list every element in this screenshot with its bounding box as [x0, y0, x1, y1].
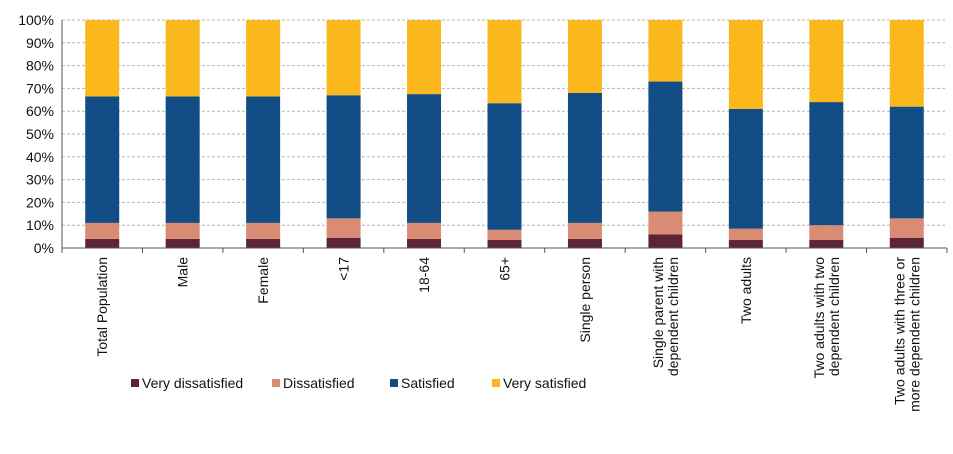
x-tick-label: Two adults [738, 257, 754, 324]
bar-segment-satisfied [487, 103, 522, 230]
y-tick-label: 10% [26, 217, 54, 233]
axes [61, 20, 948, 253]
bar-segment-very-satisfied [809, 20, 844, 103]
bar-segment-dissatisfied [809, 225, 844, 241]
x-tick-label: dependent children [665, 257, 681, 376]
bar-segment-very-satisfied [326, 20, 361, 96]
bar-segment-very-satisfied [246, 20, 281, 97]
bar-segment-very-dissatisfied [728, 240, 763, 248]
bar-segment-dissatisfied [728, 228, 763, 241]
bar-segment-very-satisfied [407, 20, 442, 95]
bars [85, 20, 924, 248]
y-tick-label: 70% [26, 80, 54, 96]
bar-segment-very-satisfied [889, 20, 924, 107]
bar-segment-very-dissatisfied [567, 238, 602, 248]
x-tick-label: Female [255, 257, 271, 304]
x-tick-label: Total Population [94, 257, 110, 357]
bar-segment-dissatisfied [567, 222, 602, 239]
bar-segment-very-satisfied [567, 20, 602, 93]
bar-segment-very-satisfied [165, 20, 200, 97]
bar-segment-satisfied [85, 96, 120, 223]
bar-segment-satisfied [246, 96, 281, 223]
bar-segment-dissatisfied [648, 211, 683, 235]
bar-segment-very-satisfied [487, 20, 522, 104]
x-tick-label: dependent children [826, 257, 842, 376]
x-tick-label: 18-64 [416, 257, 432, 293]
y-tick-label: 20% [26, 194, 54, 210]
legend-swatch [492, 379, 500, 387]
bar-segment-very-satisfied [85, 20, 120, 97]
x-tick-label: <17 [336, 257, 352, 281]
bar-segment-dissatisfied [889, 218, 924, 238]
bar-segment-very-dissatisfied [326, 237, 361, 248]
bar-segment-very-satisfied [728, 20, 763, 109]
y-tick-label: 50% [26, 126, 54, 142]
bar-segment-dissatisfied [407, 222, 442, 239]
legend-swatch [272, 379, 280, 387]
x-tick-label: more dependent children [906, 257, 922, 412]
bar-segment-dissatisfied [165, 222, 200, 239]
bar-segment-satisfied [809, 102, 844, 226]
bar-segment-satisfied [165, 96, 200, 223]
y-tick-label: 40% [26, 149, 54, 165]
y-tick-label: 90% [26, 35, 54, 51]
x-tick-label: Single person [577, 257, 593, 343]
bar-segment-satisfied [648, 81, 683, 212]
bar-segment-dissatisfied [326, 218, 361, 238]
bar-segment-satisfied [889, 106, 924, 219]
legend-label: Very satisfied [503, 375, 586, 391]
y-tick-label: 80% [26, 58, 54, 74]
legend-swatch [131, 379, 139, 387]
legend-label: Dissatisfied [283, 375, 355, 391]
bar-segment-very-dissatisfied [85, 238, 120, 248]
y-tick-labels: 0% 10% 20% 30% 40% 50% 60% 70% 80% 90% 100% [18, 12, 54, 256]
legend-label: Very dissatisfied [142, 375, 243, 391]
y-tick-label: 0% [34, 240, 54, 256]
bar-segment-very-satisfied [648, 20, 683, 82]
x-tick-label: Male [175, 257, 191, 288]
bar-segment-very-dissatisfied [165, 238, 200, 248]
bar-segment-very-dissatisfied [809, 240, 844, 248]
bar-segment-satisfied [728, 108, 763, 229]
bar-segment-satisfied [407, 94, 442, 223]
bar-segment-very-dissatisfied [246, 238, 281, 248]
x-tick-label: Single parent with [650, 257, 666, 368]
bar-segment-dissatisfied [246, 222, 281, 239]
legend: Very dissatisfied Dissatisfied Satisfied Ve… [131, 375, 586, 391]
x-tick-label: Two adults with three or [891, 257, 907, 405]
x-tick-label: 65+ [497, 257, 513, 281]
x-tick-label: Two adults with two [811, 257, 827, 379]
bar-segment-dissatisfied [487, 229, 522, 241]
bar-segment-very-dissatisfied [487, 240, 522, 248]
bar-segment-satisfied [567, 92, 602, 223]
y-tick-label: 60% [26, 103, 54, 119]
bar-segment-very-dissatisfied [407, 238, 442, 248]
legend-swatch [390, 379, 398, 387]
legend-label: Satisfied [401, 375, 455, 391]
bar-segment-very-dissatisfied [889, 237, 924, 248]
bar-segment-very-dissatisfied [648, 234, 683, 248]
bar-segment-dissatisfied [85, 222, 120, 239]
x-tick-labels: Total Population Male Female <17 18-64 65+ Sin… [94, 257, 922, 412]
bar-segment-satisfied [326, 95, 361, 219]
y-tick-label: 100% [18, 12, 54, 28]
y-tick-label: 30% [26, 172, 54, 188]
